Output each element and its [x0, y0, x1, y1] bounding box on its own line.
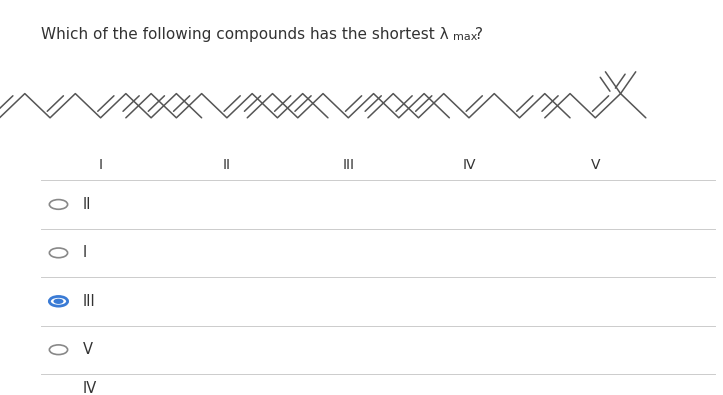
Circle shape [49, 384, 68, 394]
Text: I: I [98, 158, 103, 172]
Text: max: max [453, 32, 477, 42]
Text: III: III [342, 158, 354, 172]
Text: ?: ? [475, 28, 483, 43]
Text: Which of the following compounds has the shortest λ: Which of the following compounds has the… [41, 28, 448, 43]
Circle shape [49, 248, 68, 258]
Circle shape [49, 199, 68, 209]
Text: IV: IV [462, 158, 476, 172]
Text: I: I [83, 245, 87, 260]
Circle shape [49, 297, 68, 306]
Text: II: II [223, 158, 231, 172]
Circle shape [49, 345, 68, 355]
Text: V: V [591, 158, 600, 172]
Circle shape [54, 299, 64, 304]
Text: V: V [83, 342, 93, 357]
Text: II: II [83, 197, 92, 212]
Text: III: III [83, 294, 95, 309]
Text: IV: IV [83, 381, 98, 395]
